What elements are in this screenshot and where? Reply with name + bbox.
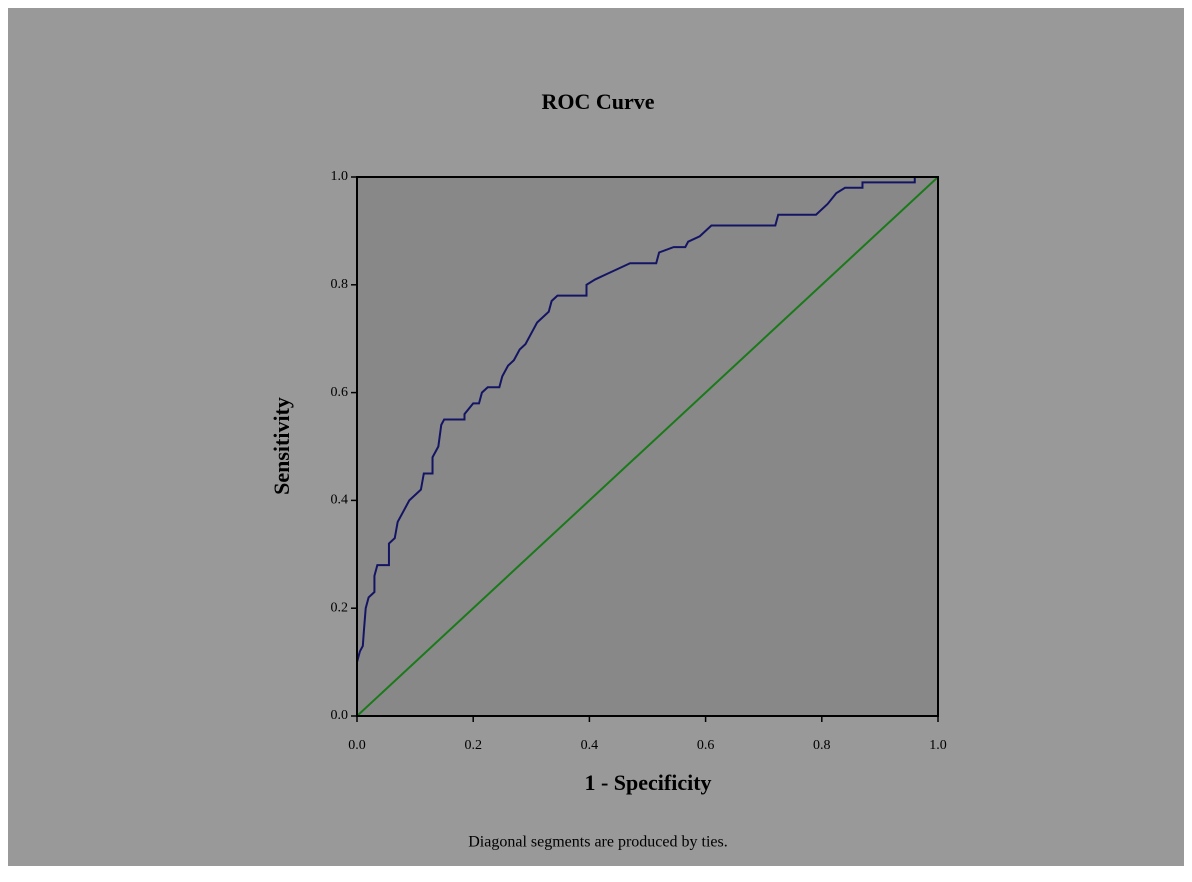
y-tick-label: 0.4 [331, 493, 349, 508]
roc-line [356, 176, 938, 716]
chart-title: ROC Curve [541, 89, 654, 114]
roc-line [356, 176, 939, 717]
y-tick-label: 1.0 [331, 169, 349, 184]
x-tick-label: 0.8 [813, 738, 831, 753]
x-tick-label: 0.6 [697, 738, 715, 753]
y-tick-label: 0.6 [331, 385, 349, 400]
y-axis-label: Sensitivity [269, 397, 294, 495]
x-axis-label: 1 - Specificity [584, 770, 711, 795]
x-tick-label: 1.0 [929, 738, 947, 753]
x-tick-label: 0.2 [464, 738, 482, 753]
x-tick-label: 0.4 [581, 738, 599, 753]
footnote: Diagonal segments are produced by ties. [468, 834, 727, 851]
x-tick-label: 0.0 [348, 738, 366, 753]
y-tick-label: 0.8 [331, 277, 349, 292]
axes-frame [356, 176, 939, 717]
y-tick-label: 0.2 [331, 600, 349, 615]
y-tick-label: 0.0 [331, 708, 349, 723]
